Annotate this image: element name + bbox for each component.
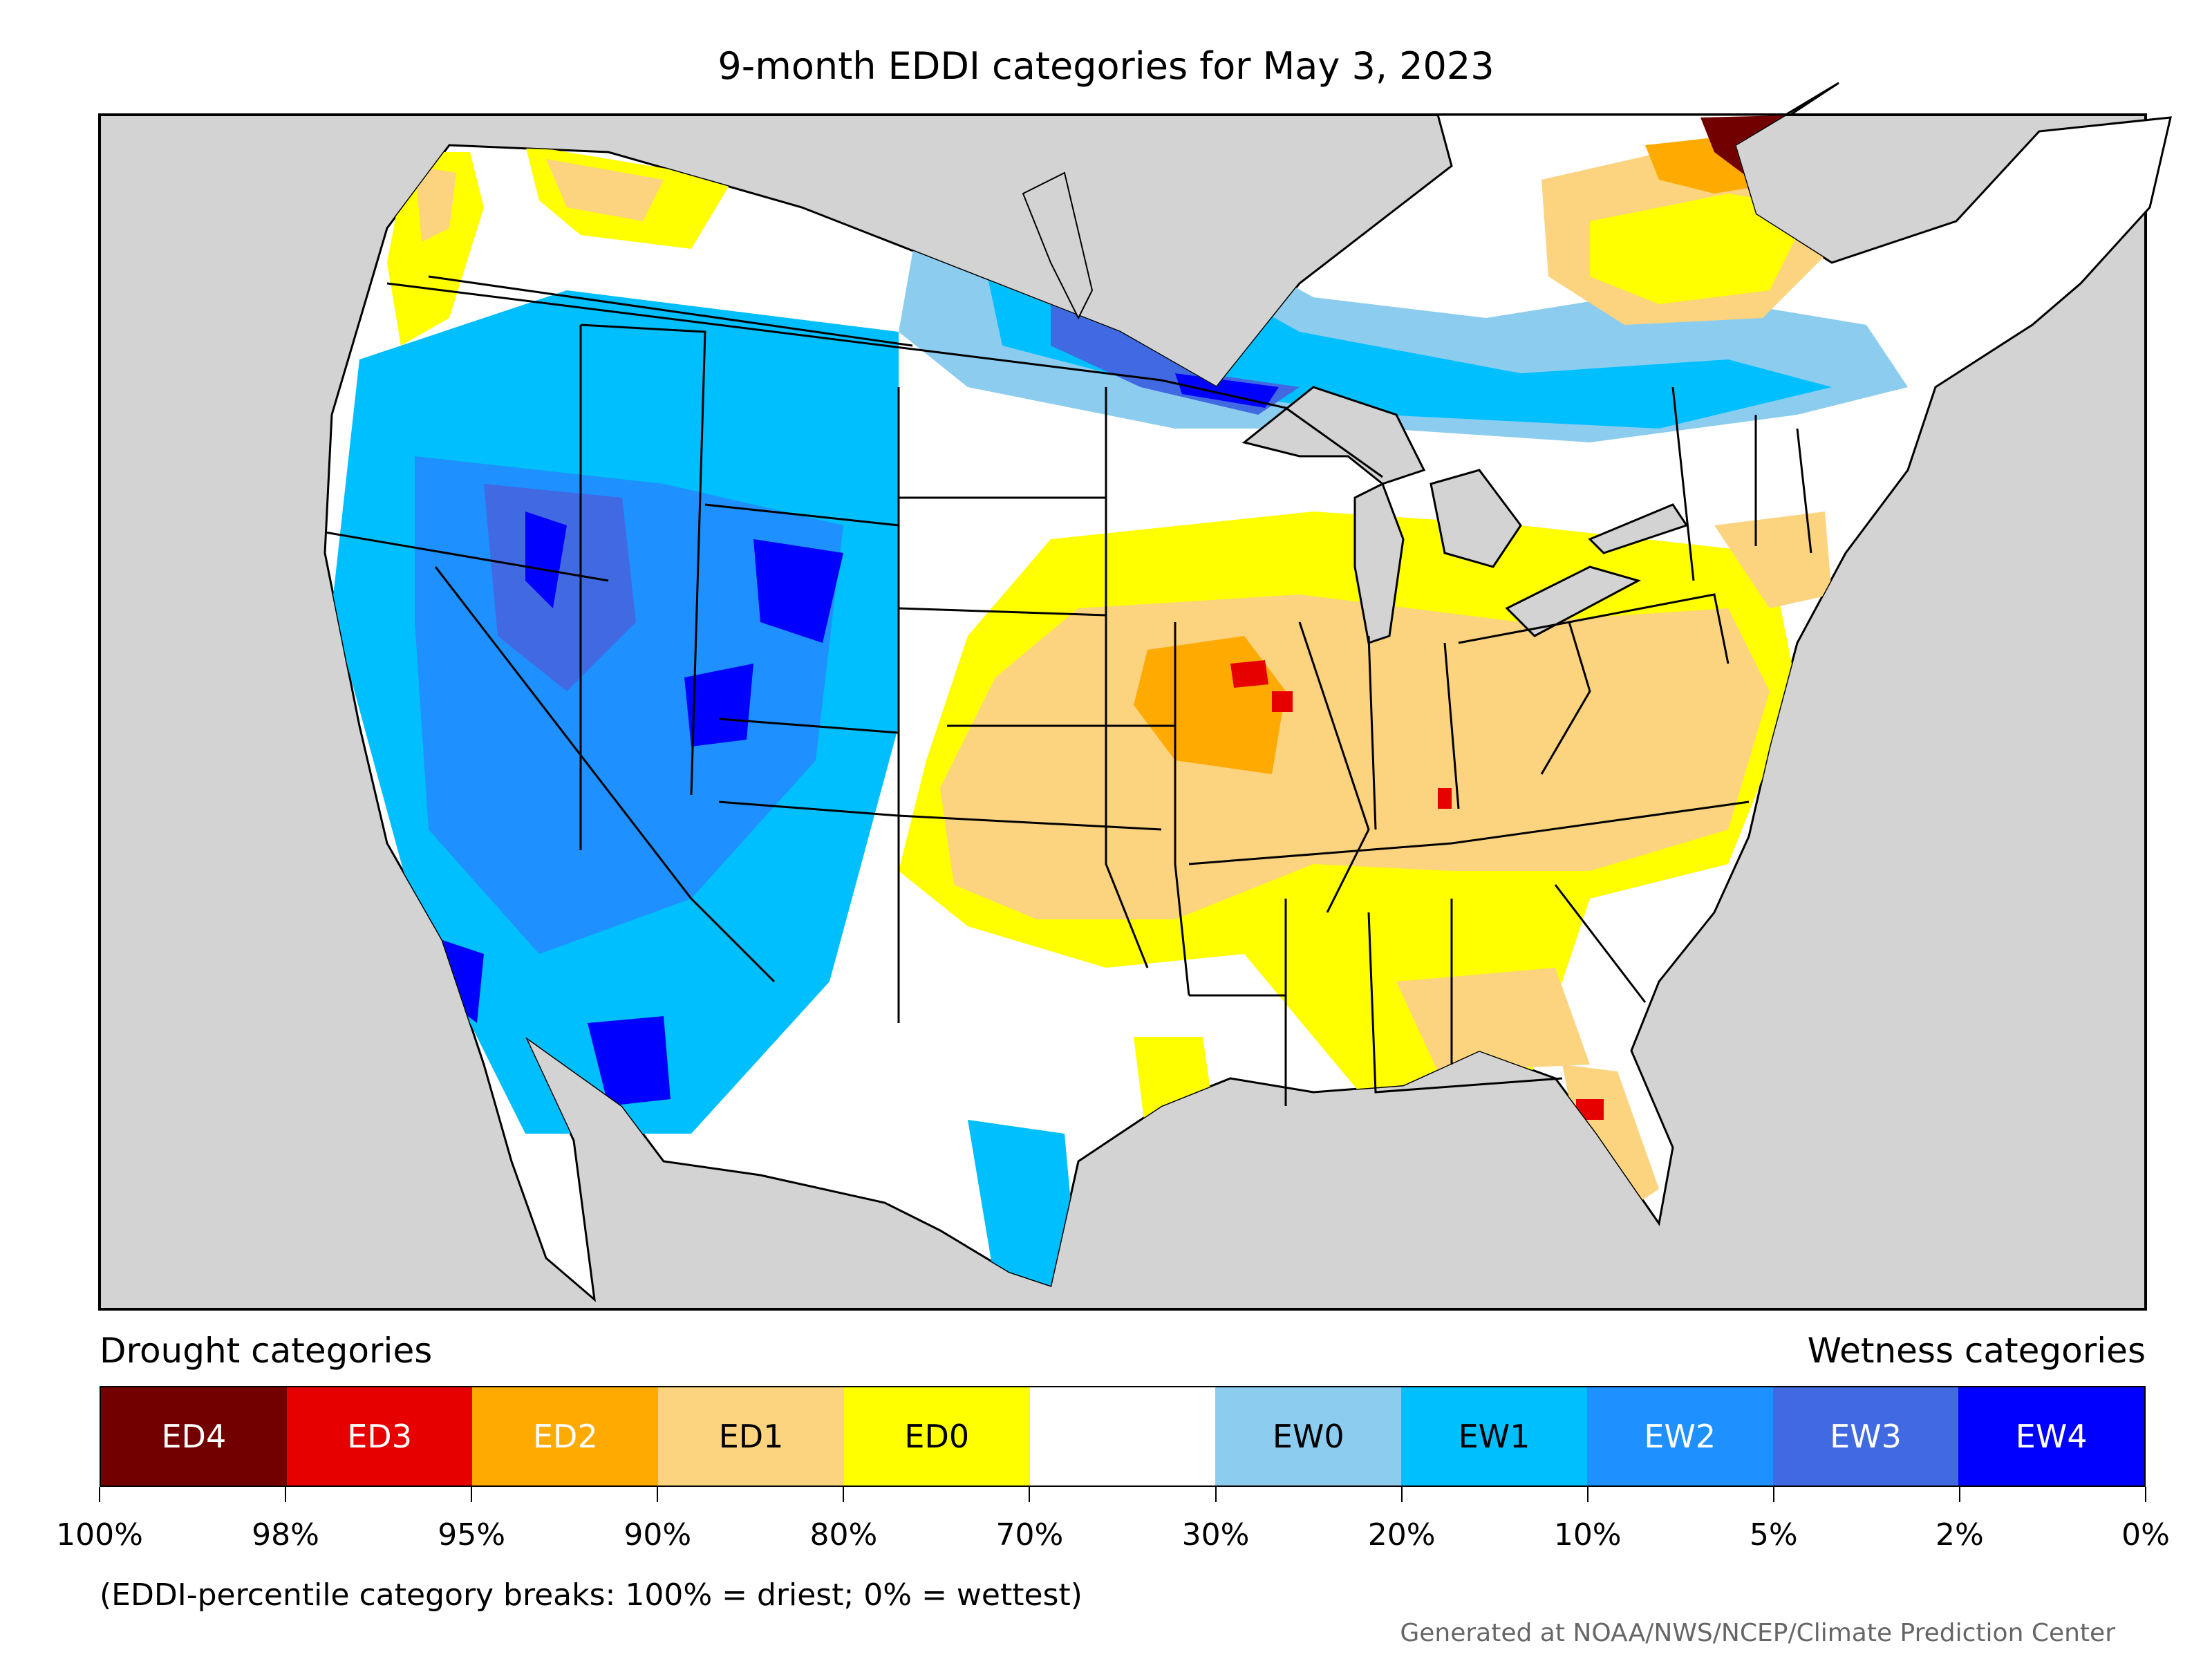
legend-tick [285,1487,287,1502]
legend-cell-ed4: ED4 [101,1387,287,1485]
legend-colorbar: ED4 ED3 ED2 ED1 ED0 EW0 EW1 EW2 EW3 EW4 [100,1386,2146,1487]
legend-tick-label: 30% [1181,1517,1250,1553]
legend-cell-ed2: ED2 [472,1387,659,1485]
map-title: 9-month EDDI categories for May 3, 2023 [718,44,1494,88]
region-northeast-ed1 [1714,512,1832,608]
legend-tick [1772,1487,1774,1502]
region-kentucky-ed3 [1438,788,1452,809]
drought-categories-label: Drought categories [100,1331,433,1371]
legend-tick [471,1487,473,1502]
legend-tick-label: 0% [2121,1517,2170,1553]
legend-tick [1400,1487,1403,1502]
legend-tick [1215,1487,1217,1502]
credit-text: Generated at NOAA/NWS/NCEP/Climate Predi… [1400,1619,2115,1647]
legend-cell-ed1: ED1 [658,1387,844,1485]
legend-cell-ew1: EW1 [1401,1387,1587,1485]
legend-tick-label: 10% [1553,1517,1622,1553]
legend-cell-ew2: EW2 [1586,1387,1773,1485]
legend-tick-label: 100% [56,1517,143,1553]
region-texas-coast-ew1 [968,1120,1078,1286]
legend-tick [99,1487,100,1502]
legend-tick [1029,1487,1031,1502]
region-wyoming-ew4 [753,539,843,643]
region-washington-ed1 [415,166,456,242]
legend-tick-label: 70% [995,1517,1064,1553]
region-southeast-ed1 [1396,968,1590,1071]
legend-tick [657,1487,659,1502]
lake-winnipeg [1022,171,1094,320]
legend-cell-ed0: ED0 [843,1387,1030,1485]
legend-tick [843,1487,845,1502]
legend-cell-ew4: EW4 [1958,1387,2145,1485]
legend-tick-label: 90% [624,1517,692,1553]
region-washington-ed0 [387,152,484,346]
legend-tick-label: 5% [1749,1517,1798,1553]
legend-tick-label: 98% [252,1517,319,1553]
legend-tick-label: 80% [809,1517,878,1553]
legend-tick [1586,1487,1588,1502]
region-florida-ed3 [1576,1099,1604,1120]
legend-cell-ew3: EW3 [1772,1387,1959,1485]
legend-cell-neutral [1029,1387,1216,1485]
region-arizona-ew4 [588,1016,671,1106]
region-nevada-ew4 [525,512,567,608]
region-idaho-ed1 [546,159,664,221]
legend-tick [2145,1487,2146,1502]
great-lakes [1241,386,1689,644]
region-quebec-ed0 [1590,194,1811,304]
category-regions [332,115,1908,1286]
legend-cell-ed3: ED3 [286,1387,473,1485]
region-plains-ew4 [1175,373,1279,408]
political-borders [324,275,1812,1106]
wetness-categories-label: Wetness categories [1807,1331,2146,1371]
legend-note: (EDDI-percentile category breaks: 100% =… [100,1577,1082,1613]
legend-tick-label: 95% [438,1517,506,1553]
region-west-ew3 [484,484,636,691]
legend-tick-label: 20% [1367,1517,1436,1553]
legend-cell-ew0: EW0 [1215,1387,1402,1485]
region-utah-ew4 [684,664,753,747]
legend-tick-label: 2% [1936,1517,1984,1553]
region-illinois-ed3 [1272,691,1293,712]
region-iowa-ed3 [1230,660,1268,688]
legend-tick [1958,1487,1960,1502]
